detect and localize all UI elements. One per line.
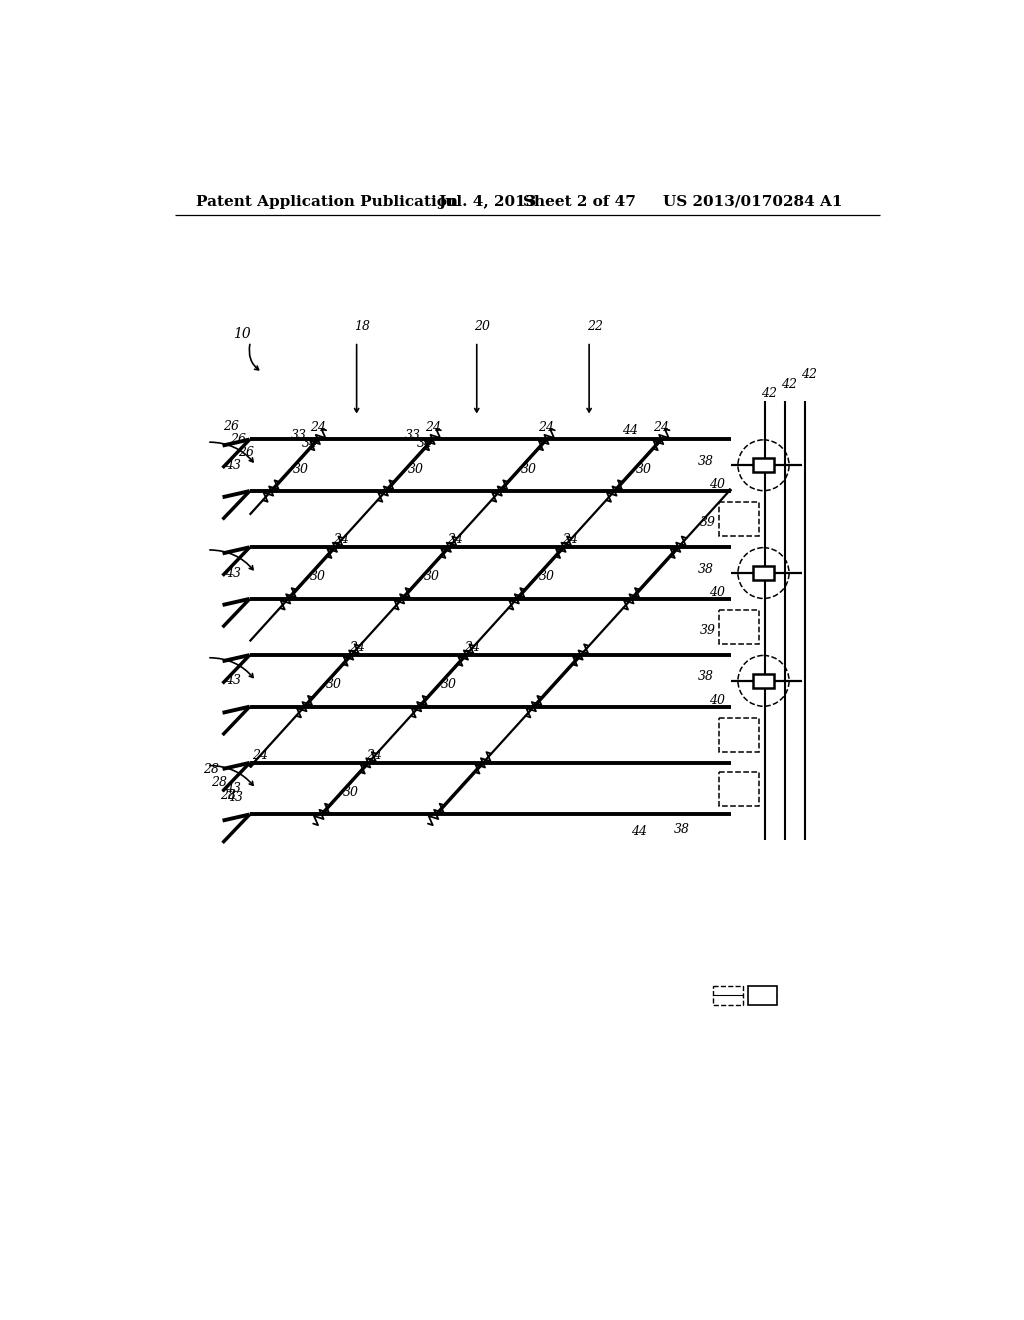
Bar (713, 986, 742, 1006)
Text: 18: 18 (354, 319, 370, 333)
Text: 40: 40 (709, 586, 725, 599)
Text: 40: 40 (709, 478, 725, 491)
Text: 28: 28 (211, 776, 227, 788)
Text: 43: 43 (224, 675, 241, 688)
Bar (748, 986, 777, 1006)
Text: 30: 30 (293, 462, 308, 475)
Text: 30: 30 (408, 462, 423, 475)
Text: 24: 24 (425, 421, 440, 434)
Text: 22: 22 (587, 319, 602, 333)
Text: 42: 42 (781, 378, 797, 391)
Text: 26: 26 (230, 433, 246, 446)
Text: 44: 44 (623, 424, 638, 437)
Text: 33: 33 (291, 429, 306, 442)
Text: 40: 40 (709, 693, 725, 706)
Text: 26: 26 (238, 446, 254, 459)
Text: 24: 24 (447, 533, 463, 546)
Text: 28: 28 (203, 763, 219, 776)
Text: 30: 30 (309, 570, 326, 583)
Text: 20: 20 (474, 319, 490, 333)
Text: 33: 33 (406, 429, 421, 442)
Text: US 2013/0170284 A1: US 2013/0170284 A1 (663, 194, 843, 209)
Text: 44: 44 (632, 825, 647, 838)
Text: 30: 30 (521, 462, 538, 475)
Text: 30: 30 (424, 570, 439, 583)
Text: 39: 39 (699, 516, 716, 529)
Text: Patent Application Publication: Patent Application Publication (197, 194, 458, 209)
Text: 24: 24 (349, 640, 366, 653)
Bar (719, 772, 759, 805)
Text: 43: 43 (227, 791, 243, 804)
Text: 10: 10 (233, 327, 251, 341)
Text: 34: 34 (302, 437, 318, 450)
Bar (719, 502, 759, 536)
Text: 24: 24 (539, 421, 555, 434)
Text: 24: 24 (252, 748, 267, 762)
Text: 26: 26 (223, 420, 239, 433)
Text: 24: 24 (310, 421, 326, 434)
Text: 24: 24 (562, 533, 578, 546)
Text: 38: 38 (697, 562, 714, 576)
Text: 24: 24 (333, 533, 349, 546)
Text: Jul. 4, 2013: Jul. 4, 2013 (438, 194, 537, 209)
Bar (753, 566, 774, 579)
Text: 43: 43 (224, 783, 241, 795)
Text: 38: 38 (697, 671, 714, 684)
Bar (753, 675, 774, 688)
Text: 43: 43 (224, 459, 241, 471)
Text: 43: 43 (224, 566, 241, 579)
Text: 30: 30 (326, 678, 342, 692)
Text: 30: 30 (343, 785, 359, 799)
Text: 42: 42 (801, 368, 817, 381)
Text: 42: 42 (761, 387, 777, 400)
Bar (719, 718, 759, 751)
Text: 38: 38 (674, 824, 690, 837)
Text: 39: 39 (699, 624, 716, 638)
Text: 24: 24 (464, 640, 480, 653)
Text: 28: 28 (220, 788, 236, 801)
Text: 30: 30 (636, 462, 652, 475)
Bar (753, 458, 774, 473)
Text: 30: 30 (539, 570, 554, 583)
Text: 38: 38 (697, 455, 714, 467)
Bar (719, 610, 759, 644)
Text: 34: 34 (417, 437, 433, 450)
Text: 24: 24 (653, 421, 670, 434)
Text: Sheet 2 of 47: Sheet 2 of 47 (523, 194, 636, 209)
Text: 30: 30 (440, 678, 457, 692)
Text: 24: 24 (367, 748, 382, 762)
